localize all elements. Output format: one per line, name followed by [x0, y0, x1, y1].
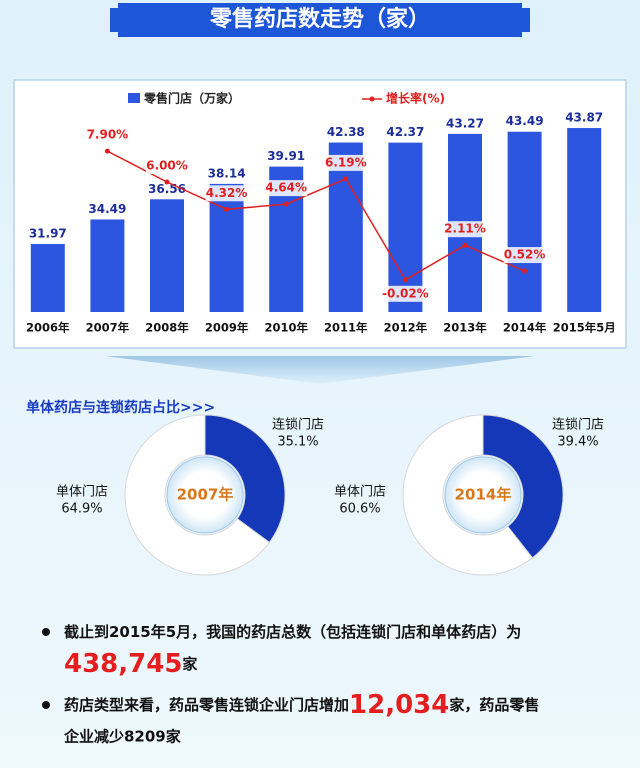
bullet-text: 企业减少8209家 [63, 728, 181, 746]
donut-center [444, 456, 522, 534]
highlight-number: 438,745 [64, 649, 182, 679]
donut-segment [482, 414, 564, 559]
growth-point [462, 242, 468, 248]
x-tick-label: 2011年 [324, 321, 368, 335]
label-bg [324, 154, 367, 171]
title-banner [118, 3, 522, 37]
bar-value-label: 36.56 [148, 182, 186, 196]
bar-value-label: 42.37 [386, 125, 424, 139]
banner-edge [110, 8, 118, 32]
growth-point [283, 201, 289, 207]
bullet-dot [42, 701, 50, 709]
bullet-text: 截止到2015年5月，我国的药店总数（包括连锁门店和单体药店）为 [64, 623, 521, 641]
divider [105, 356, 535, 384]
bar [209, 183, 244, 312]
growth-line [107, 150, 525, 281]
bar [30, 244, 65, 312]
growth-point [343, 176, 349, 182]
banner-edge [522, 8, 530, 32]
x-tick-label: 2010年 [264, 321, 308, 335]
bullet-text-part: 药店类型来看，药品零售连锁企业门店增加 [64, 696, 349, 714]
x-tick-label: 2007年 [86, 321, 130, 335]
growth-point [402, 277, 408, 283]
legend-swatch [128, 93, 140, 103]
bar [90, 219, 125, 312]
growth-label: 4.64% [265, 181, 307, 195]
bar-value-label: 34.49 [88, 202, 126, 216]
bar [150, 199, 184, 312]
pie-label: 连锁门店 [272, 417, 324, 433]
x-tick-label: 2015年5月 [553, 321, 616, 335]
bullet-text-part: 家 [182, 655, 197, 673]
bar-value-label: 39.91 [267, 149, 305, 163]
x-tick-label: 2012年 [384, 321, 428, 335]
bar-value-label: 38.14 [208, 166, 246, 180]
legend-dot [369, 96, 375, 102]
legend-label: 增长率(%) [386, 91, 445, 106]
bar-value-label: 31.97 [29, 227, 67, 241]
center-label: 2014年 [455, 486, 512, 504]
title: 零售药店数走势（家） [209, 6, 430, 32]
x-tick-label: 2008年 [145, 321, 189, 335]
label-bg [265, 180, 308, 197]
growth-point [522, 268, 528, 274]
bar-value-label: 42.38 [327, 125, 365, 139]
donut-segment [124, 414, 271, 576]
label-bg [86, 127, 129, 144]
growth-point [104, 148, 110, 154]
pie-label: 单体门店 [56, 485, 108, 500]
x-tick-label: 2006年 [26, 321, 70, 335]
bar [388, 142, 423, 312]
bullet-dot [42, 628, 50, 636]
donut-segment [402, 414, 534, 576]
pie-value: 39.4% [557, 435, 598, 450]
legend-label: 零售门店（万家） [143, 91, 240, 106]
bullet-text-part: 家，药品零售 [449, 696, 539, 714]
pie-value: 64.9% [61, 502, 102, 517]
bullet-text: 438,745家 [64, 649, 197, 679]
label-bg [205, 185, 248, 202]
growth-label: 6.19% [325, 155, 367, 169]
bullet-text-part: 截止到2015年5月，我国的药店总数（包括连锁门店和单体药店）为 [64, 623, 521, 641]
growth-label: 7.90% [87, 128, 129, 142]
pie-label: 连锁门店 [552, 417, 604, 433]
donut-segment [204, 414, 286, 544]
growth-label: -0.02% [382, 286, 429, 300]
donut-center [166, 456, 244, 534]
bar-value-label: 43.27 [446, 116, 484, 130]
pie-value: 60.6% [339, 502, 380, 517]
growth-label: 6.00% [146, 159, 188, 173]
label-bg [444, 221, 486, 238]
x-tick-label: 2013年 [443, 321, 487, 335]
growth-label: 2.11% [444, 222, 486, 236]
growth-point [224, 206, 230, 212]
bullet-text: 药店类型来看，药品零售连锁企业门店增加12,034家，药品零售 [64, 690, 539, 720]
label-bg [146, 158, 188, 174]
bar [567, 128, 602, 312]
bar-value-label: 43.49 [506, 114, 544, 128]
growth-label: 0.52% [504, 248, 546, 262]
x-tick-label: 2014年 [503, 321, 547, 335]
label-bg [384, 285, 427, 302]
center-label: 2007年 [177, 486, 234, 504]
growth-point [164, 179, 170, 185]
x-tick-label: 2009年 [205, 321, 249, 335]
bar [507, 131, 542, 312]
label-bg [503, 247, 546, 264]
section-label: 单体药店与连锁药店占比>>> [26, 399, 215, 416]
pie-label: 单体门店 [334, 485, 386, 500]
bar-value-label: 43.87 [565, 111, 603, 125]
highlight-number: 12,034 [349, 690, 449, 720]
pie-value: 35.1% [277, 435, 318, 450]
growth-label: 4.32% [206, 186, 248, 200]
content: 零售门店（万家） 增长率(%) 31.97 2006年 34.49 2007年 36.56 2… [26, 91, 616, 746]
